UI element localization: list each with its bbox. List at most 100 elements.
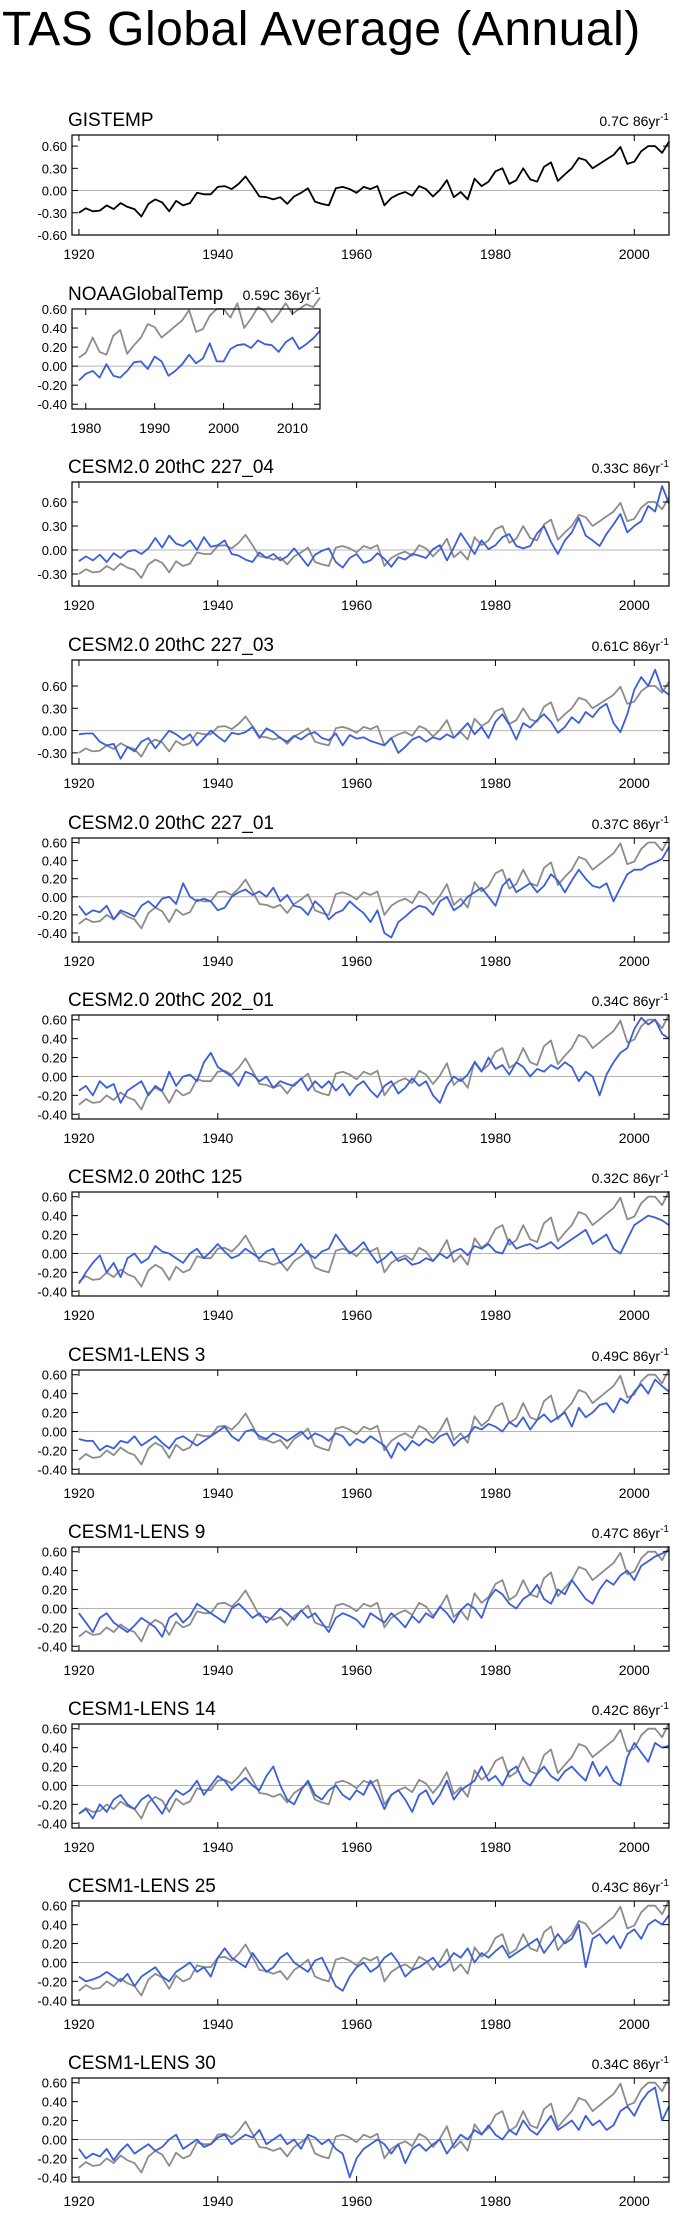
x-tick-label: 2000 bbox=[619, 953, 650, 969]
series-line-observation-overlay bbox=[78, 1013, 670, 1111]
x-tick-label: 1960 bbox=[341, 246, 372, 262]
plot-frame bbox=[71, 308, 321, 410]
panel-gistemp: GISTEMP 0.7C 86yr-1 -0.60 -0.30 0.00 0.30 0.60… bbox=[37, 110, 670, 262]
series-line-cesm2-0-20thc-202-01 bbox=[78, 1016, 670, 1104]
x-tick-label: 1920 bbox=[63, 953, 94, 969]
y-tick-label: 0.40 bbox=[42, 854, 67, 869]
x-tick-label: 1990 bbox=[139, 420, 170, 436]
x-tick-label: 1940 bbox=[202, 1307, 233, 1323]
y-tick-label: 0.30 bbox=[42, 519, 67, 534]
y-tick-label: 0.00 bbox=[42, 724, 67, 739]
x-tick-label: 1940 bbox=[202, 1662, 233, 1678]
y-tick-label: 0.60 bbox=[42, 1722, 67, 1737]
y-tick-label: 0.00 bbox=[42, 2132, 67, 2147]
plot-frame bbox=[71, 481, 670, 587]
x-tick-label: 1920 bbox=[63, 775, 94, 791]
panel-cesm2-0-20thc-227-01: CESM2.0 20thC 227_01 0.37C 86yr-1 -0.40 -0.… bbox=[37, 813, 670, 969]
x-tick-label: 1980 bbox=[480, 597, 511, 613]
y-tick-label: 0.20 bbox=[42, 1760, 67, 1775]
x-tick-label: 2000 bbox=[619, 2193, 650, 2209]
x-tick-label: 1940 bbox=[202, 2016, 233, 2032]
x-tick-label: 1960 bbox=[341, 597, 372, 613]
series-line-observation-overlay bbox=[78, 1190, 670, 1288]
x-tick-label: 2000 bbox=[619, 1839, 650, 1855]
y-tick-label: -0.20 bbox=[37, 1620, 67, 1635]
y-tick-label: -0.40 bbox=[37, 397, 67, 412]
y-tick-label: -0.40 bbox=[37, 926, 67, 941]
series-line-observation-overlay bbox=[78, 496, 670, 579]
plot-frame bbox=[71, 1191, 670, 1297]
series-line-cesm1-lens-9 bbox=[78, 1549, 670, 1638]
y-tick-label: 0.60 bbox=[42, 836, 67, 851]
y-tick-label: 0.20 bbox=[42, 1937, 67, 1952]
y-tick-label: 0.20 bbox=[42, 872, 67, 887]
x-tick-label: 1920 bbox=[63, 1130, 94, 1146]
panel-title: CESM1-LENS 14 bbox=[68, 1699, 216, 1720]
y-tick-label: 0.40 bbox=[42, 2095, 67, 2110]
y-tick-label: -0.30 bbox=[37, 206, 67, 221]
x-tick-label: 1980 bbox=[480, 2193, 511, 2209]
y-tick-label: 0.60 bbox=[42, 1545, 67, 1560]
x-tick-label: 2000 bbox=[619, 246, 650, 262]
plot-frame bbox=[71, 134, 670, 236]
series-line-cesm2-0-20thc-227-04 bbox=[78, 485, 670, 569]
y-tick-label: 0.20 bbox=[42, 2114, 67, 2129]
y-tick-label: 0.40 bbox=[42, 321, 67, 336]
x-tick-label: 2000 bbox=[619, 1307, 650, 1323]
series-line-observation-overlay bbox=[78, 1368, 670, 1466]
x-tick-label: 2000 bbox=[619, 2016, 650, 2032]
series-line-cesm1-lens-3 bbox=[78, 1378, 670, 1459]
y-tick-label: -0.40 bbox=[37, 1639, 67, 1654]
plot-frame bbox=[71, 2077, 670, 2183]
panel-cesm2-0-20thc-227-03: CESM2.0 20thC 227_03 0.61C 86yr-1 -0.30 0.0… bbox=[37, 635, 670, 791]
x-tick-label: 2000 bbox=[619, 597, 650, 613]
y-tick-label: 0.00 bbox=[42, 890, 67, 905]
x-tick-label: 1940 bbox=[202, 1485, 233, 1501]
x-tick-label: 1920 bbox=[63, 1839, 94, 1855]
x-tick-label: 1980 bbox=[480, 2016, 511, 2032]
y-tick-label: 0.40 bbox=[42, 1032, 67, 1047]
x-tick-label: 1980 bbox=[480, 1130, 511, 1146]
y-tick-label: 0.30 bbox=[42, 701, 67, 716]
y-tick-label: -0.20 bbox=[37, 1265, 67, 1280]
y-tick-label: -0.30 bbox=[37, 746, 67, 761]
y-tick-label: 0.00 bbox=[42, 543, 67, 558]
y-tick-label: -0.20 bbox=[37, 1088, 67, 1103]
x-tick-label: 1920 bbox=[63, 2016, 94, 2032]
panel-title: NOAAGlobalTemp bbox=[68, 284, 223, 305]
x-tick-label: 1940 bbox=[202, 953, 233, 969]
y-tick-label: 0.60 bbox=[42, 1899, 67, 1914]
y-tick-label: 0.40 bbox=[42, 1918, 67, 1933]
x-tick-label: 1940 bbox=[202, 2193, 233, 2209]
panel-cesm1-lens-14: CESM1-LENS 14 0.42C 86yr-1 -0.40 -0.20 0.00 0… bbox=[37, 1699, 670, 1855]
x-tick-label: 2000 bbox=[619, 1662, 650, 1678]
y-tick-label: 0.40 bbox=[42, 1564, 67, 1579]
panel-title: CESM2.0 20thC 227_01 bbox=[68, 813, 274, 834]
panel-title: CESM2.0 20thC 227_03 bbox=[68, 635, 274, 656]
x-tick-label: 1960 bbox=[341, 2193, 372, 2209]
y-tick-label: 0.60 bbox=[42, 139, 67, 154]
y-tick-label: 0.40 bbox=[42, 1741, 67, 1756]
x-tick-label: 1980 bbox=[480, 246, 511, 262]
y-tick-label: -0.60 bbox=[37, 228, 67, 243]
y-tick-label: 0.60 bbox=[42, 1190, 67, 1205]
y-tick-label: -0.40 bbox=[37, 2170, 67, 2185]
plot-frame bbox=[71, 1369, 670, 1475]
trend-label: 0.42C 86yr-1 bbox=[592, 1701, 670, 1718]
y-tick-label: 0.30 bbox=[42, 161, 67, 176]
y-tick-label: 0.60 bbox=[42, 1013, 67, 1028]
x-tick-label: 2000 bbox=[619, 775, 650, 791]
x-tick-label: 1980 bbox=[480, 1485, 511, 1501]
series-line-observation-overlay bbox=[78, 836, 670, 930]
x-tick-label: 2000 bbox=[619, 1485, 650, 1501]
y-tick-label: -0.40 bbox=[37, 1993, 67, 2008]
page-title: TAS Global Average (Annual) bbox=[2, 3, 641, 56]
x-tick-label: 1940 bbox=[202, 246, 233, 262]
x-tick-label: 2000 bbox=[208, 420, 239, 436]
x-tick-label: 1980 bbox=[480, 1662, 511, 1678]
x-tick-label: 2000 bbox=[619, 1130, 650, 1146]
plot-frame bbox=[71, 1723, 670, 1829]
trend-label: 0.37C 86yr-1 bbox=[592, 815, 670, 832]
plot-frame bbox=[71, 837, 670, 943]
y-tick-label: 0.00 bbox=[42, 1069, 67, 1084]
